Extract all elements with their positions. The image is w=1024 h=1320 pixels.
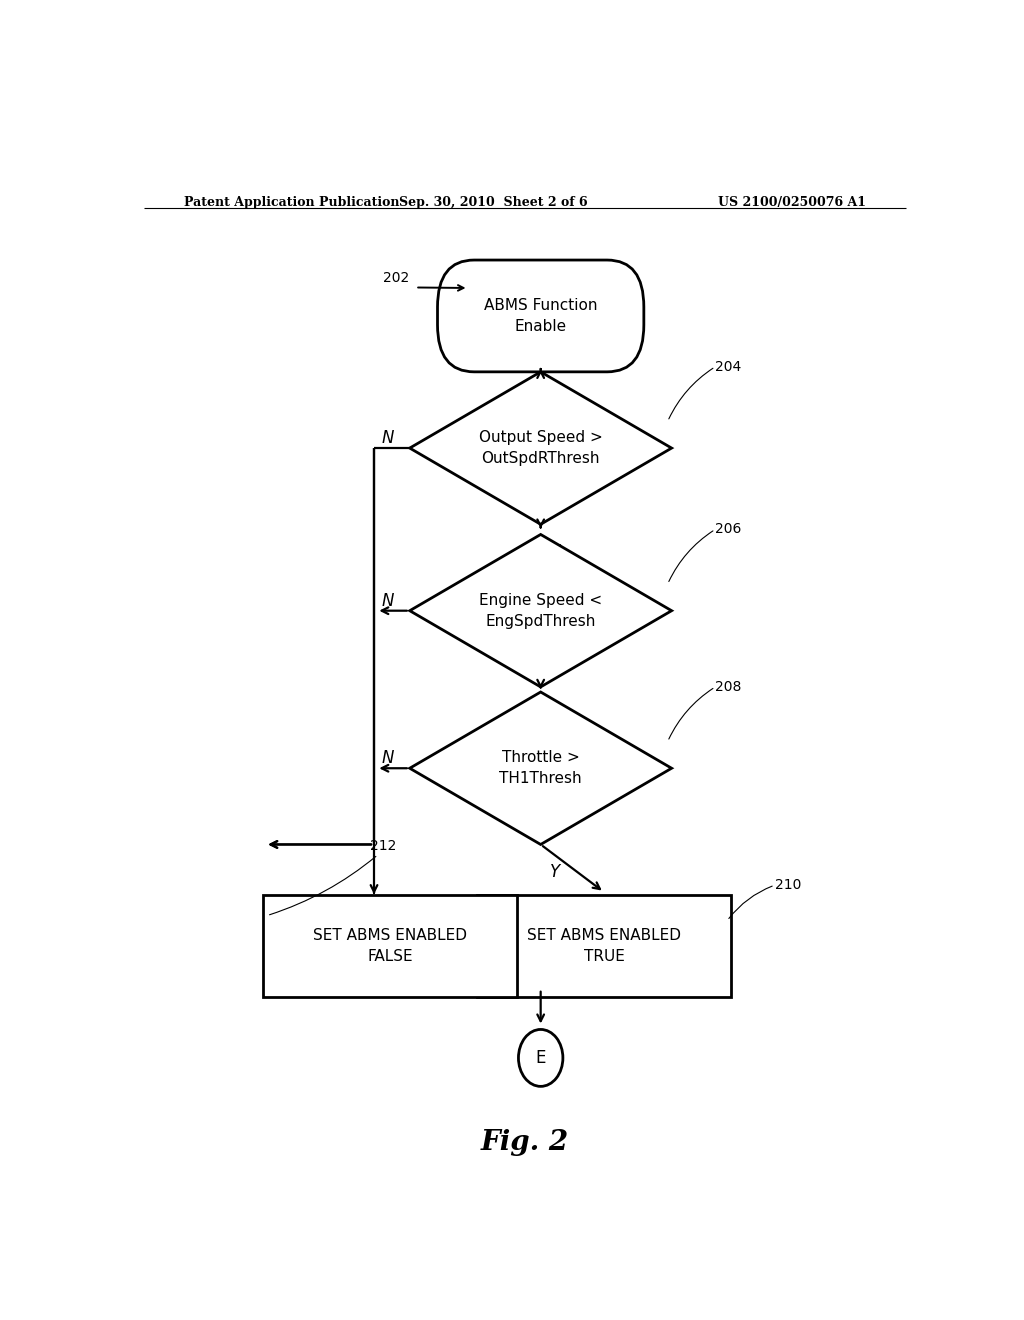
Text: Fig. 2: Fig. 2 xyxy=(480,1129,569,1156)
Text: Y: Y xyxy=(550,863,560,880)
Text: 210: 210 xyxy=(775,878,801,892)
FancyBboxPatch shape xyxy=(437,260,644,372)
Text: 208: 208 xyxy=(716,680,741,694)
Text: Output Speed >
OutSpdRThresh: Output Speed > OutSpdRThresh xyxy=(479,430,602,466)
Text: Engine Speed <
EngSpdThresh: Engine Speed < EngSpdThresh xyxy=(479,593,602,628)
Text: N: N xyxy=(382,748,394,767)
Text: Y: Y xyxy=(550,543,560,561)
Text: Throttle >
TH1Thresh: Throttle > TH1Thresh xyxy=(500,750,582,787)
Text: Y: Y xyxy=(550,705,560,723)
Text: N: N xyxy=(382,591,394,610)
Circle shape xyxy=(518,1030,563,1086)
Text: 206: 206 xyxy=(716,523,741,536)
Text: Sep. 30, 2010  Sheet 2 of 6: Sep. 30, 2010 Sheet 2 of 6 xyxy=(398,195,588,209)
Text: E: E xyxy=(536,1049,546,1067)
Text: Patent Application Publication: Patent Application Publication xyxy=(183,195,399,209)
Polygon shape xyxy=(410,692,672,845)
Text: N: N xyxy=(382,429,394,447)
Text: 204: 204 xyxy=(716,360,741,374)
Text: 212: 212 xyxy=(370,838,396,853)
Text: 202: 202 xyxy=(383,272,410,285)
Text: SET ABMS ENABLED
TRUE: SET ABMS ENABLED TRUE xyxy=(527,928,681,964)
Bar xyxy=(263,895,517,997)
Text: ABMS Function
Enable: ABMS Function Enable xyxy=(484,298,597,334)
Text: SET ABMS ENABLED
FALSE: SET ABMS ENABLED FALSE xyxy=(313,928,467,964)
Bar xyxy=(477,895,731,997)
Polygon shape xyxy=(410,372,672,524)
Text: US 2100/0250076 A1: US 2100/0250076 A1 xyxy=(718,195,866,209)
Polygon shape xyxy=(410,535,672,686)
